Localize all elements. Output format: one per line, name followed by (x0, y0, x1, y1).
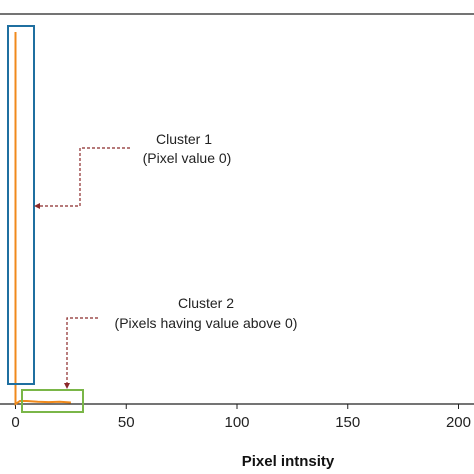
x-axis-title: Pixel intnsity (242, 453, 335, 470)
cluster-1-box (7, 25, 35, 385)
x-tick-label: 50 (118, 414, 135, 431)
axes (0, 13, 474, 405)
cluster-1-subtitle: (Pixel value 0) (143, 150, 232, 166)
x-tick-label: 200 (446, 414, 471, 431)
series-line (14, 32, 71, 406)
cluster-2-arrowhead (64, 383, 70, 389)
series (14, 32, 71, 406)
cluster-2-box (21, 389, 84, 413)
x-tick-label: 0 (11, 414, 19, 431)
cluster-2-arrow (66, 317, 98, 384)
x-ticks: 0 50 100 150 200 (11, 404, 471, 431)
x-tick-label: 150 (335, 414, 360, 431)
x-tick-label: 100 (224, 414, 249, 431)
cluster-1-arrowhead (34, 203, 40, 209)
cluster-2-subtitle: (Pixels having value above 0) (115, 315, 298, 331)
cluster-1-title: Cluster 1 (156, 131, 212, 147)
cluster-1-arrow (38, 147, 130, 207)
cluster-2-title: Cluster 2 (178, 295, 234, 311)
